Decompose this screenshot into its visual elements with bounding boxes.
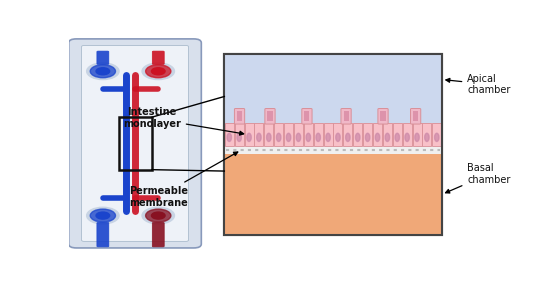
Bar [224,154,442,235]
Ellipse shape [395,133,399,141]
Circle shape [90,65,116,78]
Ellipse shape [277,133,281,141]
Circle shape [96,68,109,75]
Bar [267,111,273,120]
Ellipse shape [247,133,251,141]
Bar [413,111,418,120]
Circle shape [96,212,109,219]
Text: Permeable
membrane: Permeable membrane [129,152,238,208]
Bar [255,123,263,146]
Circle shape [146,209,171,222]
Ellipse shape [375,133,379,141]
FancyBboxPatch shape [341,108,351,124]
Bar [403,123,411,146]
FancyBboxPatch shape [81,45,189,241]
FancyBboxPatch shape [410,108,421,124]
Bar [314,123,323,146]
Bar [412,123,421,146]
Ellipse shape [237,133,241,141]
Ellipse shape [365,133,370,141]
Bar [373,123,382,146]
Circle shape [151,212,165,219]
Bar [274,123,283,146]
Bar [323,123,333,146]
FancyBboxPatch shape [378,108,388,124]
Ellipse shape [415,133,419,141]
Circle shape [87,207,119,224]
Circle shape [142,207,174,224]
Ellipse shape [355,133,360,141]
Ellipse shape [316,133,321,141]
Circle shape [142,63,174,80]
Bar [224,54,442,235]
Ellipse shape [306,133,311,141]
Bar [119,117,152,170]
Bar [353,123,362,146]
FancyBboxPatch shape [152,222,164,247]
Bar [363,123,372,146]
Ellipse shape [326,133,331,141]
Bar [245,123,254,146]
Bar [432,123,441,146]
Bar [304,111,310,120]
FancyBboxPatch shape [302,108,312,124]
Text: Basal
chamber: Basal chamber [446,163,510,193]
Bar [235,123,244,146]
Bar [224,54,442,123]
Bar [383,123,392,146]
Bar [225,123,234,146]
Ellipse shape [405,133,409,141]
Ellipse shape [336,133,340,141]
Circle shape [87,63,119,80]
FancyBboxPatch shape [97,51,109,64]
Bar [344,111,349,120]
Ellipse shape [425,133,429,141]
FancyBboxPatch shape [97,222,109,247]
Ellipse shape [257,133,261,141]
Circle shape [146,65,171,78]
Ellipse shape [385,133,389,141]
Bar [304,123,313,146]
Circle shape [151,68,165,75]
Bar [343,123,353,146]
Circle shape [90,209,116,222]
Ellipse shape [287,133,291,141]
Bar [224,146,442,154]
FancyBboxPatch shape [234,108,245,124]
Bar [393,123,402,146]
Bar [224,123,442,146]
FancyBboxPatch shape [152,51,164,64]
Ellipse shape [434,133,439,141]
Bar [422,123,431,146]
FancyBboxPatch shape [265,108,275,124]
Text: Apical
chamber: Apical chamber [446,74,510,95]
Bar [333,123,343,146]
FancyBboxPatch shape [69,39,201,248]
Ellipse shape [296,133,301,141]
Bar [381,111,386,120]
Bar [265,123,273,146]
Bar [284,123,293,146]
Ellipse shape [267,133,271,141]
Bar [237,111,242,120]
Text: Intestine
monolayer: Intestine monolayer [123,107,244,135]
Bar [294,123,303,146]
Bar [224,54,442,235]
Ellipse shape [227,133,232,141]
Ellipse shape [345,133,350,141]
